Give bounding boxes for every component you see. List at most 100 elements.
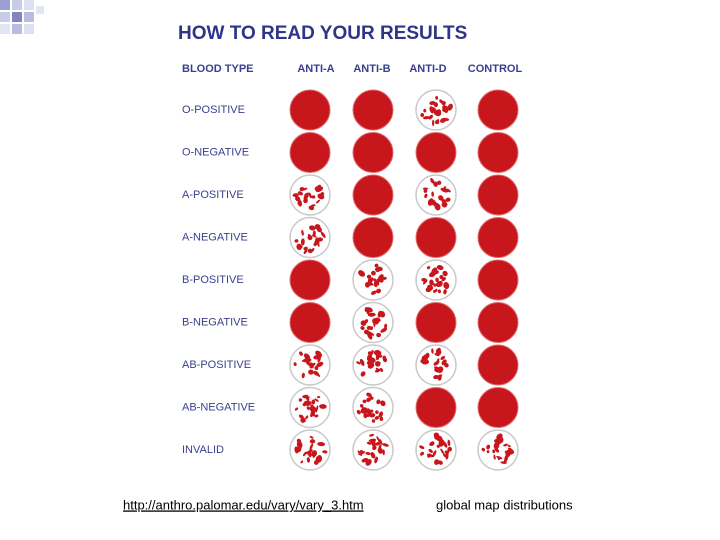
test-well bbox=[477, 217, 519, 258]
clump bbox=[309, 247, 315, 254]
clump bbox=[308, 192, 312, 199]
test-well bbox=[415, 429, 457, 471]
clump bbox=[436, 180, 442, 185]
clump bbox=[371, 270, 376, 276]
clump bbox=[443, 281, 450, 290]
clump bbox=[309, 363, 314, 369]
solid-well bbox=[352, 217, 394, 258]
solid-well bbox=[289, 259, 331, 301]
clump bbox=[303, 451, 307, 457]
solid-well bbox=[477, 387, 519, 428]
clump bbox=[358, 451, 366, 456]
clump bbox=[423, 189, 428, 193]
clump bbox=[432, 119, 435, 127]
clump bbox=[311, 399, 316, 405]
source-link[interactable]: http://anthro.palomar.edu/vary/vary_3.ht… bbox=[123, 497, 364, 512]
clump bbox=[375, 441, 381, 446]
clump bbox=[438, 195, 444, 201]
clump bbox=[317, 441, 326, 447]
clump bbox=[360, 326, 365, 331]
clump bbox=[297, 201, 301, 206]
clump bbox=[435, 277, 439, 283]
clump bbox=[376, 288, 382, 294]
column-header: ANTI-B bbox=[353, 63, 390, 75]
clump bbox=[305, 451, 312, 455]
row-label: A-POSITIVE bbox=[182, 189, 244, 201]
clump bbox=[306, 457, 311, 463]
column-header: ANTI-D bbox=[409, 63, 446, 75]
clump bbox=[374, 317, 381, 323]
clump bbox=[297, 191, 304, 196]
clump bbox=[431, 191, 434, 197]
clump bbox=[359, 358, 365, 366]
clump bbox=[423, 108, 427, 113]
clump bbox=[299, 187, 305, 192]
clump bbox=[322, 450, 328, 454]
test-well bbox=[289, 429, 331, 471]
clump bbox=[430, 178, 435, 184]
clump bbox=[486, 450, 490, 454]
clump bbox=[437, 460, 443, 465]
clump bbox=[311, 195, 316, 199]
clump bbox=[375, 361, 381, 367]
solid-well bbox=[289, 132, 331, 173]
solid-well bbox=[477, 344, 519, 386]
solid-well bbox=[352, 132, 394, 173]
clump bbox=[486, 444, 491, 450]
solid-well bbox=[477, 302, 519, 343]
clump bbox=[379, 277, 384, 283]
clump bbox=[507, 444, 511, 448]
clump bbox=[380, 400, 386, 407]
test-well bbox=[477, 89, 519, 131]
test-well bbox=[352, 259, 394, 301]
clump bbox=[312, 452, 316, 458]
clump bbox=[493, 454, 496, 460]
test-well bbox=[352, 429, 394, 471]
clump bbox=[309, 443, 314, 450]
test-well bbox=[415, 387, 457, 428]
clump bbox=[434, 459, 440, 465]
clump bbox=[433, 283, 437, 287]
row-label: A-NEGATIVE bbox=[182, 231, 248, 243]
clump bbox=[316, 396, 321, 399]
clump bbox=[431, 107, 436, 112]
clump bbox=[316, 361, 324, 368]
clump bbox=[440, 355, 446, 360]
clump bbox=[434, 434, 439, 440]
clump bbox=[424, 193, 428, 198]
solid-well bbox=[477, 132, 519, 173]
clump bbox=[320, 192, 325, 197]
clump bbox=[382, 276, 387, 280]
clump bbox=[308, 205, 315, 211]
clump bbox=[301, 229, 304, 236]
clumped-well bbox=[352, 429, 394, 471]
chart-image bbox=[160, 18, 540, 472]
clump bbox=[441, 201, 448, 208]
clump bbox=[382, 357, 388, 363]
clump bbox=[420, 113, 425, 118]
clump bbox=[307, 234, 313, 241]
test-well bbox=[415, 344, 457, 386]
clump bbox=[428, 448, 434, 453]
clump bbox=[317, 184, 322, 189]
clump bbox=[300, 417, 306, 423]
clump bbox=[311, 234, 317, 238]
clump bbox=[432, 289, 436, 293]
corner-decoration bbox=[0, 0, 44, 34]
clump bbox=[373, 280, 378, 287]
clump bbox=[309, 439, 316, 444]
clump bbox=[367, 312, 376, 317]
solid-well bbox=[477, 217, 519, 258]
clump bbox=[317, 355, 321, 363]
clump bbox=[314, 398, 319, 402]
test-well bbox=[477, 259, 519, 301]
clump bbox=[379, 416, 384, 421]
clump bbox=[435, 351, 439, 356]
solid-well bbox=[352, 174, 394, 216]
clump bbox=[305, 415, 309, 420]
clump bbox=[320, 231, 326, 238]
clump bbox=[438, 374, 443, 379]
clump bbox=[443, 105, 449, 114]
clump bbox=[305, 192, 309, 198]
clump bbox=[314, 414, 319, 418]
